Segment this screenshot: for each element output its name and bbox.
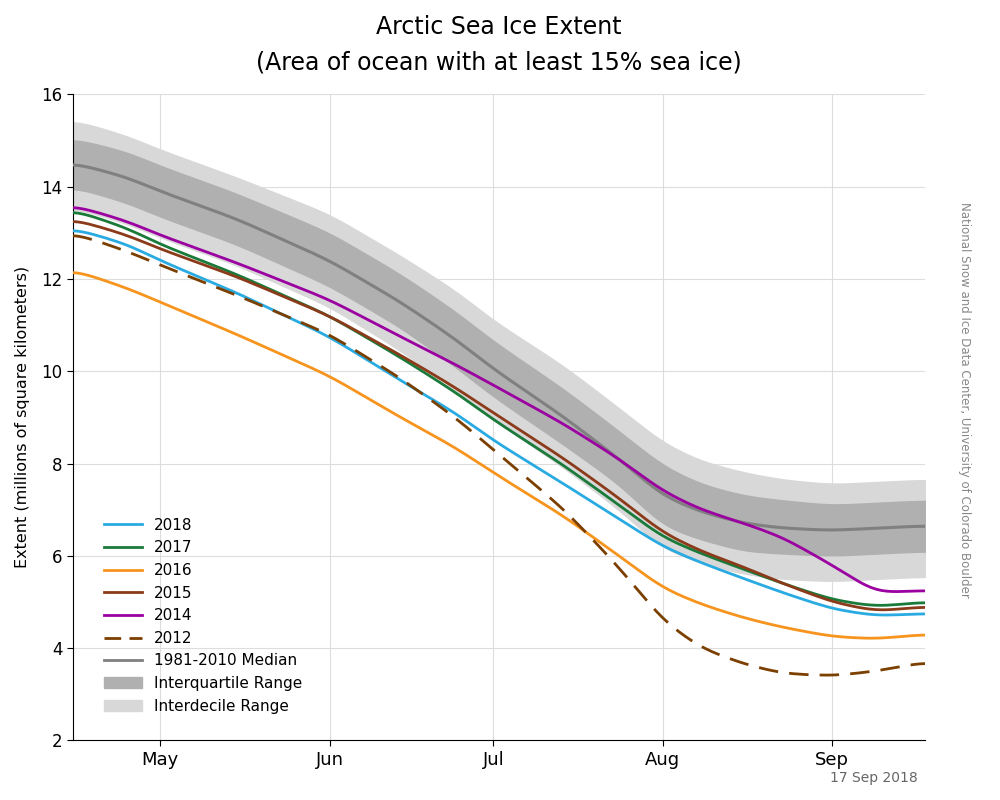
Legend: 2018, 2017, 2016, 2015, 2014, 2012, 1981-2010 Median, Interquartile Range, Inter: 2018, 2017, 2016, 2015, 2014, 2012, 1981…	[97, 511, 308, 720]
Text: 17 Sep 2018: 17 Sep 2018	[830, 771, 918, 785]
Text: National Snow and Ice Data Center, University of Colorado Boulder: National Snow and Ice Data Center, Unive…	[958, 202, 972, 598]
Title: Arctic Sea Ice Extent
(Area of ocean with at least 15% sea ice): Arctic Sea Ice Extent (Area of ocean wit…	[256, 15, 742, 74]
Y-axis label: Extent (millions of square kilometers): Extent (millions of square kilometers)	[15, 266, 30, 569]
